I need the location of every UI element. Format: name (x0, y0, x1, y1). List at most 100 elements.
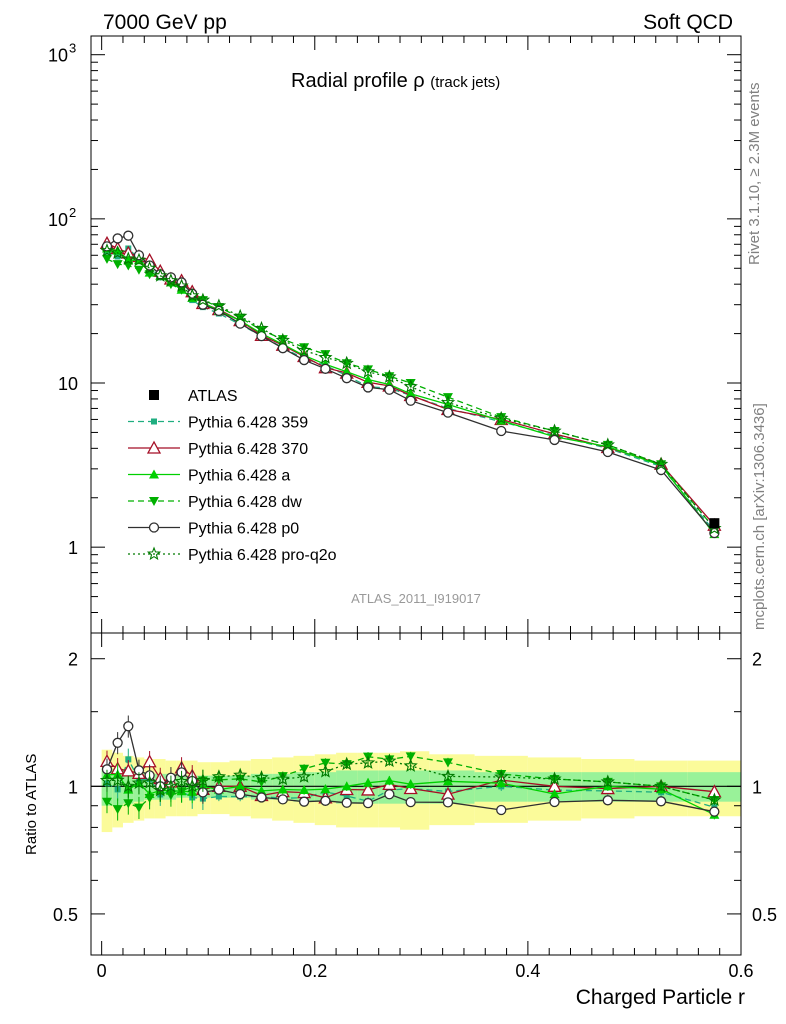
mcplots-info-label: mcplots.cern.ch [arXiv:1306.3436] (751, 403, 768, 630)
series-2-ratio-point (320, 784, 331, 794)
legend-marker-atlas (149, 390, 159, 400)
series-4-point (298, 354, 310, 366)
series-5-point (600, 437, 615, 451)
analysis-id-label: ATLAS_2011_I919017 (351, 591, 481, 606)
series-5-ratio-point (403, 758, 418, 772)
series-5-point (440, 395, 456, 409)
series-3-point (133, 265, 144, 275)
y-tick-label: 1 (68, 538, 78, 558)
series-5-point (275, 332, 290, 347)
series-3-ratio-point (112, 805, 123, 815)
series-4-ratio-point (235, 789, 246, 800)
series-5-point (163, 273, 179, 287)
ratio-y-tick-label: 1 (68, 777, 78, 797)
series-5-ratio-point (440, 768, 456, 783)
series-5-ratio-point (707, 792, 722, 807)
series-5-ratio-point (163, 778, 179, 793)
series-4-ratio-point (405, 796, 416, 808)
series-5-point (254, 320, 269, 335)
series-4-ratio-point (602, 795, 613, 806)
legend-label-5: Pythia 6.428 pro-q2o (188, 547, 337, 564)
atlas-data-point (709, 518, 720, 529)
series-4-point (320, 363, 331, 374)
series-5-ratio-point (600, 774, 615, 788)
series-5-point (99, 243, 115, 257)
series-2-point (112, 245, 123, 255)
ratio-panel (91, 715, 741, 833)
series-5-point (211, 298, 227, 312)
series-4-point (112, 233, 123, 244)
ratio-y-tick-label-right: 1 (752, 777, 762, 797)
series-4-point (213, 305, 225, 317)
series-2-ratio-point (341, 781, 352, 791)
x-tick-label: 0.4 (515, 961, 540, 981)
series-4-ratio-point (112, 737, 123, 748)
series-5-ratio-point (153, 782, 168, 797)
series-4-point (123, 230, 134, 241)
series-4-ratio-point (123, 721, 134, 732)
series-4-point (362, 382, 374, 393)
x-tick-label: 0 (97, 961, 107, 981)
series-5-ratio (99, 753, 722, 807)
series-3-ratio-point (133, 803, 144, 813)
series-5-ratio-point (296, 769, 312, 783)
series-2-point (405, 388, 416, 398)
series-4-point (496, 425, 507, 437)
series-3-ratio-point (101, 797, 112, 807)
ratio-y-axis-label: Ratio to ATLAS (23, 754, 40, 855)
uncertainty-bands (101, 749, 741, 833)
series-5-point (494, 410, 509, 425)
series-4-point (277, 343, 288, 354)
data-series-atlas (709, 518, 720, 529)
series-0-ratio-point (215, 793, 222, 800)
series-3-ratio-point (123, 799, 134, 809)
series-3-point (496, 413, 507, 423)
series-3-point (112, 260, 123, 270)
series-5-ratio-point (318, 764, 333, 778)
series-4-ratio-point (549, 796, 560, 808)
main-panel (99, 230, 722, 539)
ratio-y-tick-label-right: 0.5 (752, 905, 777, 925)
legend-label-1: Pythia 6.428 370 (188, 441, 308, 458)
series-2-point (363, 374, 374, 384)
legend-label-atlas: ATLAS (188, 388, 238, 405)
series-5-point (195, 292, 211, 307)
header-left-label: 7000 GeV pp (103, 11, 227, 34)
series-3-ratio-point (405, 752, 416, 762)
series-3-point (101, 254, 112, 264)
series-5-ratio-point (233, 767, 248, 782)
series-3-point (235, 313, 246, 323)
series-3-ratio-point (320, 758, 331, 768)
chart-title: Radial profile ρ (track jets) (291, 70, 500, 92)
series-5-ratio-point (211, 769, 227, 783)
legend-marker-3 (149, 497, 159, 506)
series-2-ratio-point (549, 788, 560, 798)
series-5-ratio-point (254, 770, 269, 784)
series-2-ratio-point (299, 785, 310, 795)
series-0-point (114, 253, 121, 260)
series-5-ratio-line (106, 760, 715, 801)
series-4-point (165, 272, 177, 283)
y-tick-label-exponent: 3 (69, 41, 76, 56)
series-4-ratio-point (496, 804, 507, 816)
series-4-point (549, 434, 560, 446)
series-5-ratio-point (121, 778, 136, 793)
series-4-ratio-point (277, 794, 288, 805)
series-4-point (405, 395, 416, 406)
series-5-ratio-point (142, 775, 157, 789)
legend-marker-1 (146, 440, 162, 454)
y-tick-label: 10 (48, 46, 68, 66)
series-5-point (339, 355, 354, 370)
series-1-ratio-point (360, 782, 376, 796)
y-tick-label: 10 (58, 374, 78, 394)
ratio-panel-frame (90, 632, 742, 956)
series-5-point (296, 342, 312, 357)
series-2-ratio-point (235, 781, 246, 791)
series-2-ratio-point (405, 779, 416, 789)
series-5-ratio-point (382, 753, 397, 768)
series-2-ratio-point (384, 775, 395, 785)
series-5-point (174, 278, 189, 293)
series-4-point (341, 373, 352, 384)
series-3-point (405, 379, 416, 389)
